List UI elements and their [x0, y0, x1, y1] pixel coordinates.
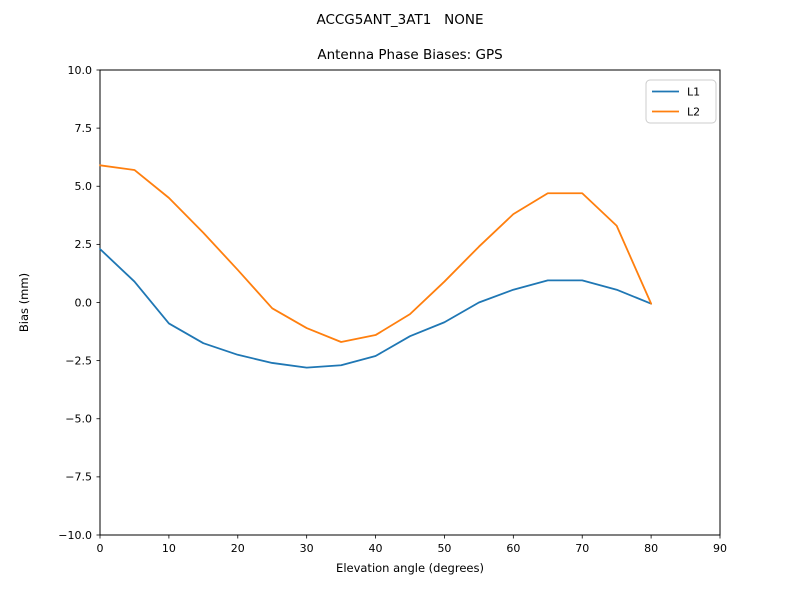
y-tick-label: 7.5 [75, 122, 93, 135]
y-tick-label: −7.5 [65, 471, 92, 484]
legend-label-l1: L1 [687, 86, 700, 99]
x-tick-label: 40 [369, 542, 383, 555]
x-tick-label: 30 [300, 542, 314, 555]
x-tick-label: 80 [644, 542, 658, 555]
y-tick-label: −10.0 [58, 529, 92, 542]
x-tick-label: 60 [506, 542, 520, 555]
legend: L1 L2 [645, 79, 717, 124]
y-axis-label: Bias (mm) [17, 273, 31, 332]
y-tick-label: −2.5 [65, 354, 92, 367]
series-line-l2 [99, 164, 653, 343]
plot-area: 0 10 20 30 40 50 60 70 80 90 −10.0 −7.5 −5.0 −2.5 0.0 2… [58, 64, 727, 555]
x-tick-label: 10 [162, 542, 176, 555]
plot-frame [99, 69, 721, 536]
x-tick-label: 50 [437, 542, 451, 555]
legend-label-l2: L2 [687, 106, 700, 119]
x-axis-label: Elevation angle (degrees) [336, 561, 484, 575]
y-tick-label: 10.0 [68, 64, 93, 77]
y-tick-label: 5.0 [75, 180, 93, 193]
y-tick-label: 2.5 [75, 238, 93, 251]
x-tick-label: 0 [97, 542, 104, 555]
axes-title: Antenna Phase Biases: GPS [317, 47, 502, 63]
legend-box [645, 79, 717, 124]
y-tick-label: 0.0 [75, 296, 93, 309]
y-tick-label: −5.0 [65, 413, 92, 426]
x-tick-label: 90 [713, 542, 727, 555]
x-tick-label: 20 [231, 542, 245, 555]
x-tick-label: 70 [575, 542, 589, 555]
figure-suptitle: ACCG5ANT_3AT1 NONE [316, 12, 483, 28]
series-line-l1 [99, 248, 653, 369]
